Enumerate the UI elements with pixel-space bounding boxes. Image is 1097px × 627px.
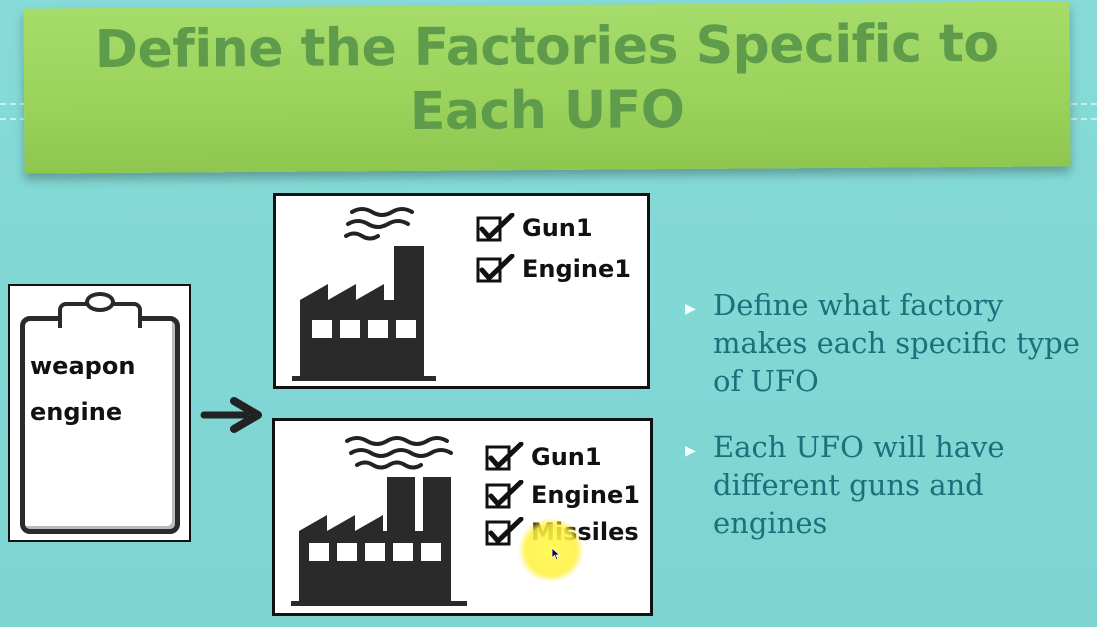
checkbox-checked-icon [476,213,515,242]
checkbox-checked-icon [485,442,524,471]
factory-card-2: Gun1 Engine1 Missiles [272,418,653,616]
cursor-highlight [517,519,585,581]
checkbox-checked-icon [485,517,524,546]
factory-icon [292,207,436,381]
slide-title: Define the Factories Specific to Each UF… [94,13,999,142]
checklist-item-gun1: Gun1 [476,210,593,244]
bullet-item: ▶ Each UFO will have different guns and … [685,430,1005,540]
checklist-item-engine1: Engine1 [476,251,631,285]
triangle-bullet-icon: ▶ [685,301,696,317]
clipboard-card: weapon engine [8,284,191,542]
clipboard-line-engine: engine [30,398,123,426]
checkbox-checked-icon [485,480,524,509]
right-arrow-icon [200,394,266,440]
factory-card-1: Gun1 Engine1 [273,193,650,389]
checklist-item-engine1: Engine1 [485,477,640,511]
clipboard-icon [20,316,180,534]
triangle-bullet-icon: ▶ [685,443,696,459]
checklist-item-gun1: Gun1 [485,439,602,473]
checkbox-checked-icon [476,254,515,283]
clipboard-line-weapon: weapon [30,352,136,380]
bullet-item: ▶ Define what factory makes each specifi… [685,288,1080,398]
clipboard-ring [85,292,115,312]
mouse-pointer-icon [551,546,561,565]
factory-icon [291,436,467,606]
bullet-list: ▶ Define what factory makes each specifi… [685,286,1085,542]
title-banner: Define the Factories Specific to Each UF… [23,1,1071,174]
